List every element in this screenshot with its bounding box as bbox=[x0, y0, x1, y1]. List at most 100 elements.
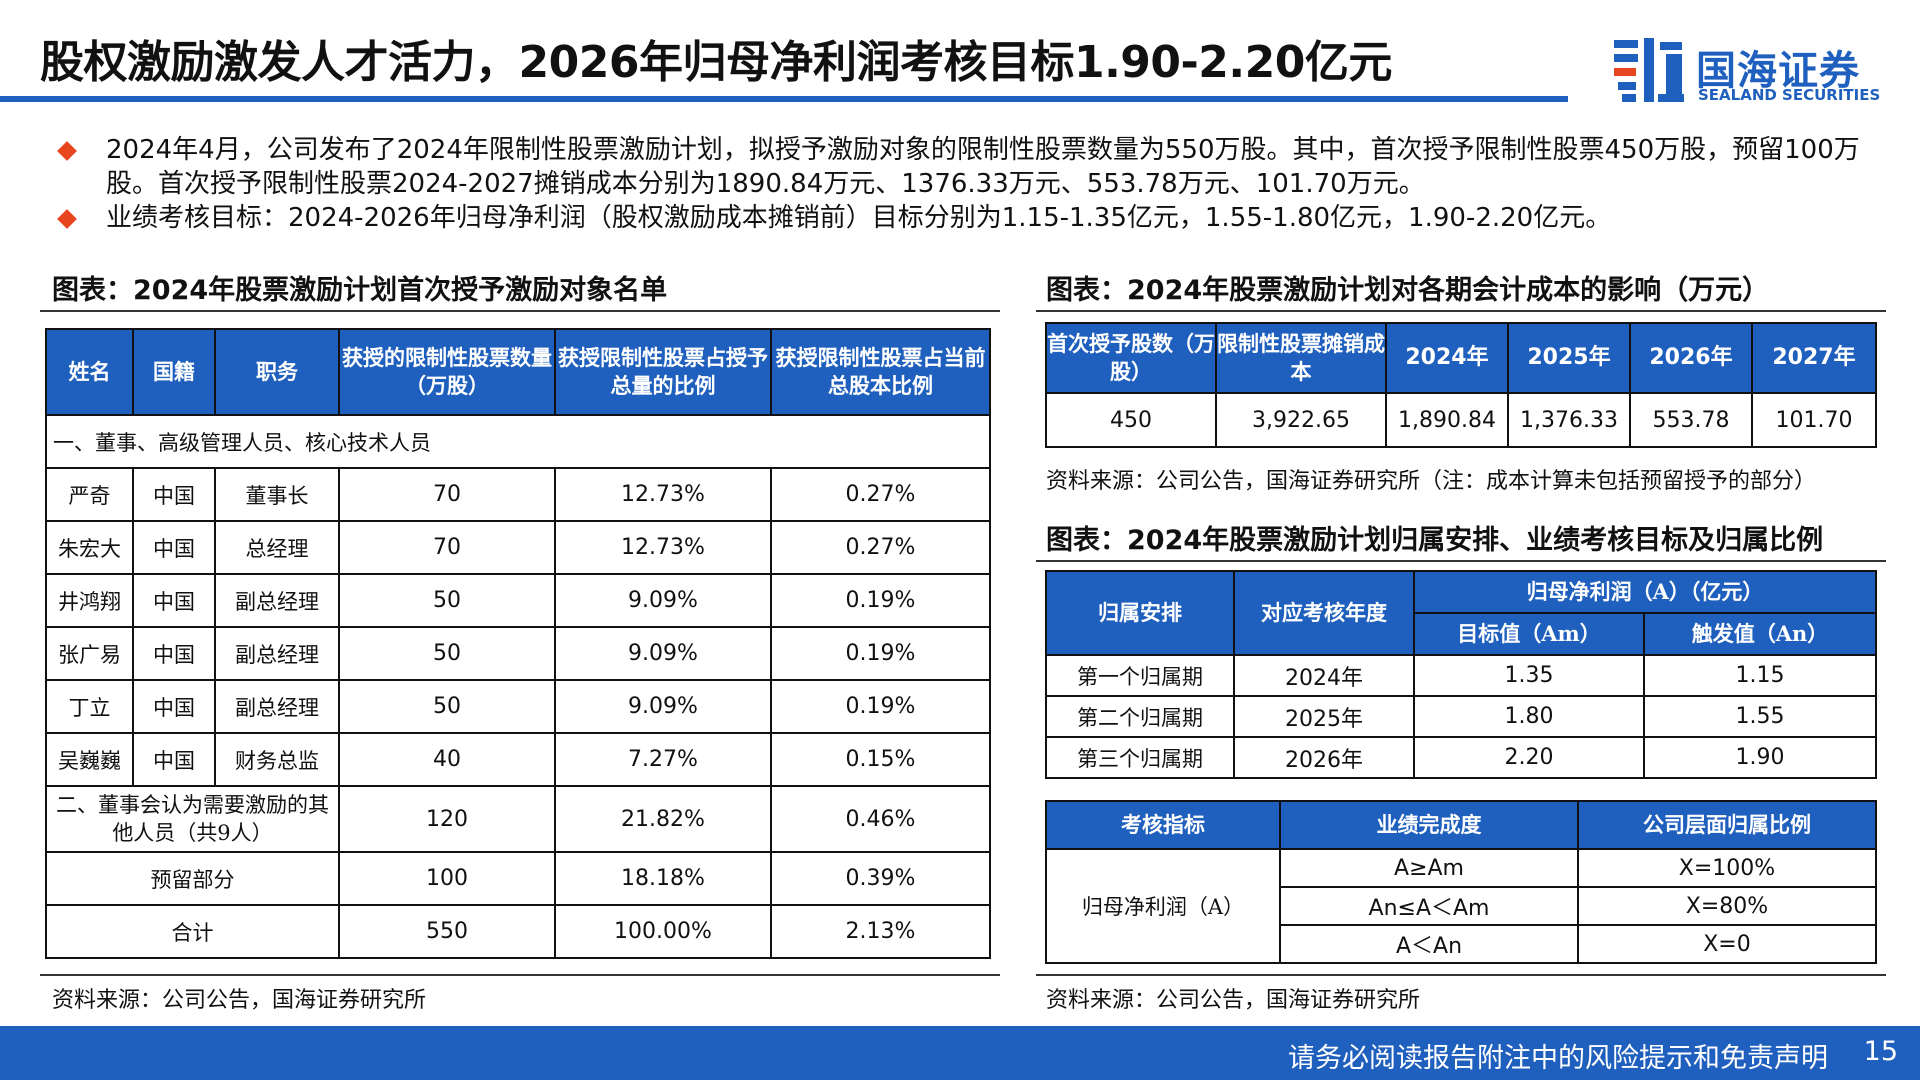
capital-ratio-cell: 0.27% bbox=[770, 467, 991, 522]
ratio-cell: X=100% bbox=[1577, 848, 1877, 888]
target-cell: 1.35 bbox=[1413, 654, 1645, 697]
grant-ratio-cell: 9.09% bbox=[554, 573, 772, 628]
target-cell: 2.20 bbox=[1413, 736, 1645, 779]
logo-text-en: SEALAND SECURITIES bbox=[1698, 86, 1881, 104]
table-row: 严奇 中国 董事长 70 12.73% 0.27% bbox=[45, 467, 991, 522]
reserved-label: 预留部分 bbox=[45, 851, 340, 906]
trigger-cell: 1.15 bbox=[1642, 654, 1878, 697]
position-cell: 副总经理 bbox=[214, 626, 340, 681]
header-cell: 对应考核年度 bbox=[1233, 570, 1415, 656]
table-row: 张广易 中国 副总经理 50 9.09% 0.19% bbox=[45, 626, 991, 681]
year-cell: 2024年 bbox=[1233, 654, 1415, 697]
shares-cell: 50 bbox=[338, 573, 556, 628]
bullet-item: 业绩考核目标：2024-2026年归母净利润（股权激励成本摊销前）目标分别为1.… bbox=[54, 201, 1894, 235]
grant-ratio-cell: 12.73% bbox=[554, 467, 772, 522]
nationality-cell: 中国 bbox=[132, 467, 216, 522]
shares-cell: 40 bbox=[338, 732, 556, 787]
indicator-cell: 归母净利润（A） bbox=[1045, 848, 1281, 964]
table-header-row: 姓名 国籍 职务 获授的限制性股票数量（万股） 获授限制性股票占授予总量的比例 … bbox=[45, 328, 991, 416]
header-cell: 公司层面归属比例 bbox=[1577, 800, 1877, 850]
assessment-table: 考核指标 业绩完成度 公司层面归属比例 归母净利润（A） A≥Am X=100%… bbox=[1045, 800, 1877, 964]
position-cell: 副总经理 bbox=[214, 573, 340, 628]
table-row: 第三个归属期 2026年 2.20 1.90 bbox=[1045, 736, 1878, 779]
capital-ratio-cell: 0.19% bbox=[770, 679, 991, 734]
table-row-others: 二、董事会认为需要激励的其他人员（共9人） 120 21.82% 0.46% bbox=[45, 785, 991, 853]
value-cell: 1,376.33 bbox=[1507, 392, 1631, 448]
table-row: 归母净利润（A） A≥Am X=100% bbox=[1045, 848, 1877, 964]
bullet-diamond-icon bbox=[57, 141, 77, 161]
table-subheader-row: 目标值（Am） 触发值（An） bbox=[1046, 612, 1878, 656]
bullet-item: 2024年4月，公司发布了2024年限制性股票激励计划，拟授予激励对象的限制性股… bbox=[54, 133, 1894, 201]
cost-source: 资料来源：公司公告，国海证券研究所（注：成本计算未包括预留授予的部分） bbox=[1046, 469, 1817, 494]
header-cell: 首次授予股数（万股） bbox=[1045, 322, 1217, 394]
left-source: 资料来源：公司公告，国海证券研究所 bbox=[52, 988, 427, 1013]
nationality-cell: 中国 bbox=[132, 520, 216, 575]
shares-cell: 120 bbox=[338, 785, 556, 853]
grant-ratio-cell: 12.73% bbox=[554, 520, 772, 575]
header-cell: 国籍 bbox=[132, 328, 216, 416]
header-cell: 获授限制性股票占授予总量的比例 bbox=[554, 328, 772, 416]
summary-bullets: 2024年4月，公司发布了2024年限制性股票激励计划，拟授予激励对象的限制性股… bbox=[54, 133, 1894, 235]
grant-ratio-cell: 9.09% bbox=[554, 679, 772, 734]
vest-chart-title: 图表：2024年股票激励计划归属安排、业绩考核目标及归属比例 bbox=[1046, 525, 1824, 556]
period-cell: 第三个归属期 bbox=[1045, 736, 1235, 779]
year-cell: 2026年 bbox=[1233, 736, 1415, 779]
shares-cell: 70 bbox=[338, 520, 556, 575]
grant-ratio-cell: 18.18% bbox=[554, 851, 772, 906]
table-row: 第一个归属期 2024年 1.35 1.15 bbox=[1045, 654, 1878, 697]
table-row-reserved: 预留部分 100 18.18% 0.39% bbox=[45, 851, 991, 906]
capital-ratio-cell: 0.27% bbox=[770, 520, 991, 575]
table-header-row: 首次授予股数（万股） 限制性股票摊销成本 2024年 2025年 2026年 2… bbox=[1045, 322, 1877, 394]
position-cell: 财务总监 bbox=[214, 732, 340, 787]
header-cell: 获授的限制性股票数量（万股） bbox=[338, 328, 556, 416]
cost-chart-title: 图表：2024年股票激励计划对各期会计成本的影响（万元） bbox=[1046, 275, 1770, 306]
bullet-text: 2024年4月，公司发布了2024年限制性股票激励计划，拟授予激励对象的限制性股… bbox=[106, 135, 1860, 199]
title-rule bbox=[0, 96, 1568, 102]
name-cell: 丁立 bbox=[45, 679, 134, 734]
capital-ratio-cell: 2.13% bbox=[770, 904, 991, 959]
header-cell: 姓名 bbox=[45, 328, 134, 416]
nationality-cell: 中国 bbox=[132, 626, 216, 681]
table-row: An≤A＜Am X=80% bbox=[1046, 886, 1877, 926]
ratio-cell: X=0 bbox=[1577, 924, 1877, 964]
cost-title-rule bbox=[1036, 310, 1886, 312]
header-cell: 触发值（An） bbox=[1642, 612, 1878, 656]
company-logo: 国海证券 SEALAND SECURITIES bbox=[1612, 34, 1892, 106]
section-row: 一、董事、高级管理人员、核心技术人员 bbox=[45, 414, 991, 469]
value-cell: 553.78 bbox=[1629, 392, 1753, 448]
table-row: 朱宏大 中国 总经理 70 12.73% 0.27% bbox=[45, 520, 991, 575]
right-bottom-rule bbox=[1036, 974, 1886, 976]
completion-cell: A≥Am bbox=[1279, 848, 1579, 888]
vest-title-rule bbox=[1036, 560, 1886, 562]
target-cell: 1.80 bbox=[1413, 695, 1645, 738]
bullet-text: 业绩考核目标：2024-2026年归母净利润（股权激励成本摊销前）目标分别为1.… bbox=[106, 203, 1612, 233]
position-cell: 董事长 bbox=[214, 467, 340, 522]
name-cell: 吴巍巍 bbox=[45, 732, 134, 787]
vesting-schedule-table: 归属安排 对应考核年度 归母净利润（A）（亿元） 目标值（Am） 触发值（An）… bbox=[1045, 570, 1878, 779]
shares-cell: 550 bbox=[338, 904, 556, 959]
value-cell: 3,922.65 bbox=[1215, 392, 1387, 448]
name-cell: 井鸿翔 bbox=[45, 573, 134, 628]
table-row: 井鸿翔 中国 副总经理 50 9.09% 0.19% bbox=[45, 573, 991, 628]
logo-text-cn: 国海证券 bbox=[1696, 48, 1860, 94]
value-cell: 1,890.84 bbox=[1385, 392, 1509, 448]
position-cell: 总经理 bbox=[214, 520, 340, 575]
ratio-cell: X=80% bbox=[1577, 886, 1877, 926]
left-chart-title: 图表：2024年股票激励计划首次授予激励对象名单 bbox=[52, 275, 668, 306]
value-cell: 101.70 bbox=[1751, 392, 1877, 448]
sealand-logo-icon bbox=[1614, 38, 1684, 102]
capital-ratio-cell: 0.15% bbox=[770, 732, 991, 787]
header-cell: 2025年 bbox=[1507, 322, 1631, 394]
header-cell: 限制性股票摊销成本 bbox=[1215, 322, 1387, 394]
left-title-rule bbox=[40, 310, 1000, 312]
total-label: 合计 bbox=[45, 904, 340, 959]
shares-cell: 50 bbox=[338, 626, 556, 681]
disclaimer-text: 请务必阅读报告附注中的风险提示和免责声明 bbox=[1288, 1043, 1828, 1074]
header-cell: 归属安排 bbox=[1045, 570, 1235, 656]
table-header-row: 考核指标 业绩完成度 公司层面归属比例 bbox=[1045, 800, 1877, 850]
header-cell: 业绩完成度 bbox=[1279, 800, 1579, 850]
header-cell: 考核指标 bbox=[1045, 800, 1281, 850]
completion-cell: A＜An bbox=[1279, 924, 1579, 964]
shares-cell: 100 bbox=[338, 851, 556, 906]
name-cell: 张广易 bbox=[45, 626, 134, 681]
